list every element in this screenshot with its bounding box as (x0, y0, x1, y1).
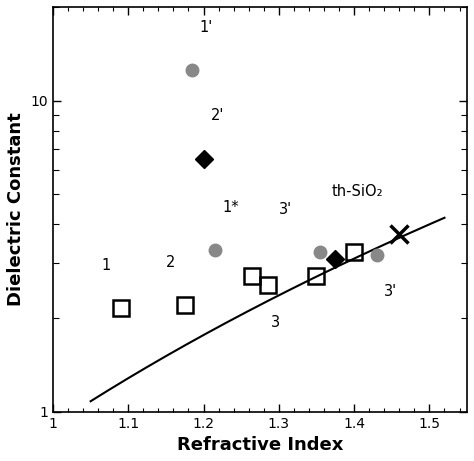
X-axis label: Refractive Index: Refractive Index (177, 436, 343, 454)
Text: 3': 3' (279, 202, 292, 217)
Text: 3': 3' (384, 284, 397, 299)
Text: 2': 2' (211, 108, 225, 124)
Text: 2: 2 (166, 254, 175, 270)
Text: 1': 1' (200, 20, 213, 35)
Text: 3: 3 (271, 314, 281, 330)
Text: 1*: 1* (222, 200, 239, 215)
Y-axis label: Dielectric Constant: Dielectric Constant (7, 112, 25, 306)
Text: th-SiO₂: th-SiO₂ (331, 184, 383, 199)
Text: 1: 1 (102, 258, 111, 273)
